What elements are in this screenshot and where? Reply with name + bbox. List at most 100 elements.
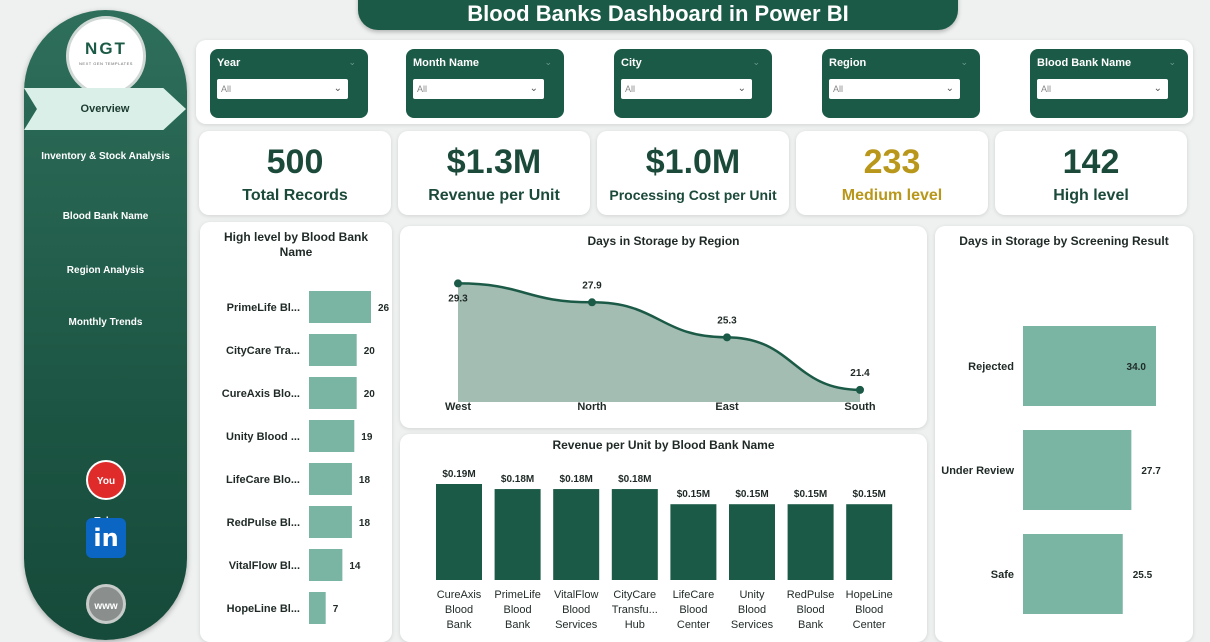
revenue-bar-chart: $0.19M CureAxis Blood Bank $0.18M PrimeLife Bl… [436, 469, 893, 631]
chevron-down-icon: ⌄ [960, 57, 968, 67]
bar [494, 489, 541, 580]
chart-title: Days in Storage by Region [587, 234, 740, 248]
slicer-blood-bank-name[interactable]: Blood Bank Name ⌄ All ⌄ [1030, 49, 1188, 118]
chevron-down-icon: ⌄ [1168, 57, 1176, 67]
kpi-value: 142 [1062, 143, 1120, 181]
bar-value-label: $0.15M [794, 489, 827, 500]
kpi-label: Revenue per Unit [428, 187, 560, 204]
bar-value-label: $0.15M [735, 489, 768, 500]
chevron-down-icon: ⌄ [945, 83, 954, 94]
x-tick-label: Blood [797, 604, 825, 616]
bar-category-label: HopeLine Bl... [227, 603, 300, 615]
x-tick-label: Center [853, 619, 886, 631]
bar [1023, 430, 1132, 510]
data-label: 25.3 [717, 315, 737, 326]
bar-value-label: 20 [364, 389, 376, 400]
days-by-region-area-chart: 29.3 West 27.9 North 25.3 East 21.4 South [445, 279, 876, 413]
x-tick-label: Blood [855, 604, 883, 616]
data-label: 27.9 [582, 280, 602, 291]
ngt-logo: NGT NEXT GEN TEMPLATES [66, 16, 146, 96]
x-tick-label: West [445, 401, 471, 413]
bar [787, 504, 834, 580]
x-tick-label: Bank [505, 619, 531, 631]
panel-revenue-by-bank: Revenue per Unit by Blood Bank Name $0.1… [400, 434, 927, 642]
bar-value-label: 7 [333, 604, 339, 615]
logo-text: NGT [85, 39, 127, 58]
data-label: 29.3 [448, 293, 468, 304]
chevron-down-icon: ⌄ [1153, 83, 1162, 94]
nav-item-blood-bank-name[interactable]: Blood Bank Name [62, 211, 149, 222]
bar [309, 291, 371, 323]
bar-category-label: VitalFlow Bl... [229, 560, 300, 572]
x-tick-label: CureAxis [437, 589, 482, 601]
kpi-value: 233 [863, 143, 921, 181]
web-globe-icon[interactable]: www [86, 584, 126, 624]
logo-subtext: NEXT GEN TEMPLATES [79, 61, 133, 66]
youtube-icon[interactable]: You Tube [86, 460, 126, 527]
bar-value-label: $0.15M [677, 489, 710, 500]
slicer-label: City [621, 57, 642, 69]
x-tick-label: Services [731, 619, 774, 631]
slicer-dropdown[interactable]: All ⌄ [1037, 79, 1168, 99]
slicer-dropdown[interactable]: All ⌄ [413, 79, 544, 99]
chevron-down-icon: ⌄ [737, 83, 746, 94]
bar-value-label: $0.18M [501, 474, 534, 485]
dashboard-title: Blood Banks Dashboard in Power BI [358, 0, 958, 30]
kpi-medium-level: 233 Medium level [796, 131, 988, 215]
bar-value-label: $0.18M [618, 474, 651, 485]
x-tick-label: North [577, 401, 607, 413]
chevron-down-icon: ⌄ [333, 83, 342, 94]
bar [670, 504, 717, 580]
slicer-region[interactable]: Region ⌄ All ⌄ [822, 49, 980, 118]
nav-item-monthly-trends[interactable]: Monthly Trends [68, 317, 143, 328]
bar-category-label: LifeCare Blo... [226, 474, 300, 486]
area-fill [458, 283, 860, 402]
bar-value-label: 14 [349, 561, 361, 572]
slicer-dropdown[interactable]: All ⌄ [217, 79, 348, 99]
bar-value-label: 25.5 [1133, 570, 1153, 581]
x-tick-label: Blood [562, 604, 590, 616]
data-point [856, 385, 864, 394]
bar [309, 506, 352, 538]
slicer-year[interactable]: Year ⌄ All ⌄ [210, 49, 368, 118]
x-tick-label: Blood [504, 604, 532, 616]
x-tick-label: Bank [798, 619, 824, 631]
slicer-city[interactable]: City ⌄ All ⌄ [614, 49, 772, 118]
bar [1023, 326, 1156, 406]
x-tick-label: LifeCare [673, 589, 715, 601]
x-tick-label: Center [677, 619, 710, 631]
slicer-month-name[interactable]: Month Name ⌄ All ⌄ [406, 49, 564, 118]
chart-title: Revenue per Unit by Blood Bank Name [552, 438, 775, 452]
filter-panel: Year ⌄ All ⌄ Month Name ⌄ All ⌄ City ⌄ All… [196, 40, 1193, 124]
screening-bar-chart: Rejected 34.0 Under Review 27.7 Safe 25.5 [941, 326, 1161, 614]
x-tick-label: South [844, 401, 875, 413]
slicer-dropdown[interactable]: All ⌄ [621, 79, 752, 99]
bar-category-label: Under Review [941, 465, 1014, 477]
kpi-label: High level [1053, 187, 1129, 204]
kpi-revenue-per-unit: $1.3M Revenue per Unit [398, 131, 590, 215]
x-tick-label: HopeLine [846, 589, 893, 601]
nav-item-inventory[interactable]: Inventory & Stock Analysis [41, 151, 170, 162]
x-tick-label: Blood [679, 604, 707, 616]
x-tick-label: RedPulse [787, 589, 835, 601]
data-point [723, 333, 731, 342]
bar-value-label: $0.18M [560, 474, 593, 485]
x-tick-label: PrimeLife [494, 589, 540, 601]
bar-category-label: CityCare Tra... [226, 345, 300, 357]
bar [611, 489, 658, 580]
bar-value-label: $0.19M [442, 469, 475, 480]
panel-high-level-by-bank: High level by Blood Bank Name PrimeLife … [200, 222, 392, 642]
bar [553, 489, 600, 580]
nav-item-overview[interactable]: Overview [24, 88, 186, 130]
kpi-total-records: 500 Total Records [199, 131, 391, 215]
bar [729, 504, 775, 580]
bar [309, 334, 357, 366]
kpi-processing-cost: $1.0M Processing Cost per Unit [597, 131, 789, 215]
data-point [454, 279, 462, 288]
linkedin-icon[interactable]: in [86, 518, 126, 558]
bar-value-label: 18 [359, 475, 371, 486]
bar-category-label: Safe [991, 569, 1014, 581]
slicer-dropdown[interactable]: All ⌄ [829, 79, 960, 99]
chart-title: High level by Blood Bank Name [223, 230, 369, 259]
nav-item-region-analysis[interactable]: Region Analysis [66, 265, 145, 276]
